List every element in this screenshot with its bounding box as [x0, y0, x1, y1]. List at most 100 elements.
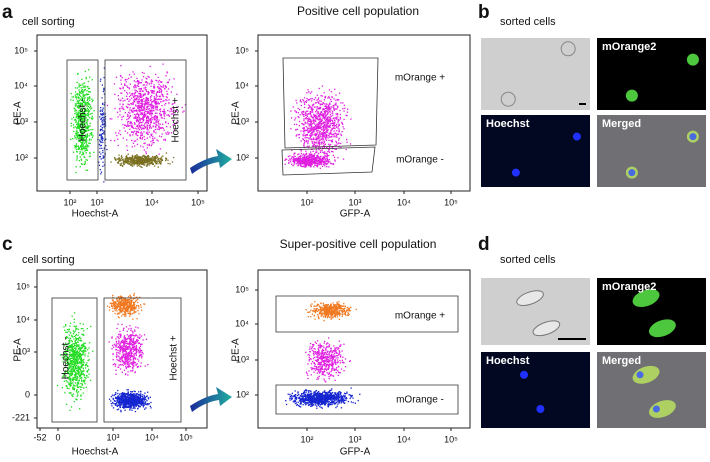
event-dot	[80, 339, 82, 342]
event-dot	[88, 139, 90, 141]
event-dot	[82, 333, 84, 336]
event-dot	[310, 108, 312, 110]
event-dot	[300, 154, 302, 157]
event-dot	[80, 126, 83, 128]
event-dot	[340, 133, 342, 135]
event-dot	[77, 145, 79, 147]
event-dot	[73, 145, 76, 147]
event-dot	[338, 99, 340, 101]
event-dot	[294, 117, 297, 119]
event-dot	[74, 145, 77, 147]
event-dot	[155, 79, 157, 81]
event-dot	[76, 339, 78, 341]
event-dot	[164, 139, 167, 141]
event-dot	[323, 125, 325, 127]
event-dot	[126, 348, 128, 350]
event-dot	[127, 312, 130, 315]
event-dot	[69, 354, 72, 356]
event-dot	[314, 164, 316, 166]
event-dot	[321, 85, 324, 87]
event-dot	[72, 384, 75, 386]
event-dot	[103, 181, 105, 183]
event-dot	[113, 304, 115, 307]
event-dot	[149, 125, 151, 128]
event-dot	[140, 145, 142, 147]
event-dot	[140, 131, 143, 133]
event-dot	[327, 118, 329, 120]
event-dot	[88, 126, 90, 128]
event-dot	[101, 114, 104, 116]
event-dot	[81, 147, 83, 150]
event-dot	[126, 158, 128, 160]
event-dot	[74, 119, 77, 121]
x-tick-label: 10⁴	[397, 197, 411, 207]
event-dot	[324, 165, 326, 167]
event-dot	[79, 99, 81, 102]
event-dot	[137, 335, 139, 337]
event-dot	[129, 360, 131, 362]
event-dot	[152, 158, 155, 160]
event-dot	[129, 99, 131, 101]
event-dot	[147, 122, 149, 124]
event-dot	[72, 348, 74, 351]
event-dot	[298, 153, 300, 155]
event-dot	[324, 153, 326, 155]
event-dot	[139, 345, 142, 348]
event-dot	[119, 163, 121, 165]
event-dot	[81, 104, 84, 107]
event-dot	[310, 138, 313, 141]
event-dot	[145, 110, 147, 112]
event-dot	[134, 99, 136, 101]
event-dot	[123, 343, 125, 345]
event-dot	[64, 349, 66, 351]
event-dot	[87, 102, 89, 104]
event-dot	[325, 139, 328, 141]
event-dot	[129, 301, 131, 303]
event-dot	[101, 84, 103, 86]
event-dot	[69, 351, 71, 353]
event-dot	[310, 154, 312, 156]
event-dot	[140, 96, 142, 98]
event-dot	[132, 126, 134, 129]
event-dot	[320, 122, 323, 125]
event-dot	[314, 141, 316, 144]
event-dot	[140, 100, 142, 102]
event-dot	[317, 156, 319, 158]
event-dot	[99, 139, 101, 141]
event-dot	[319, 167, 321, 169]
event-dot	[77, 115, 80, 117]
event-dot	[318, 141, 320, 143]
event-dot	[70, 370, 72, 372]
event-dot	[118, 309, 120, 311]
event-dot	[304, 155, 306, 158]
event-dot	[73, 325, 75, 327]
event-dot	[117, 304, 119, 307]
event-dot	[89, 106, 92, 108]
event-dot	[132, 348, 134, 350]
event-dot	[91, 136, 94, 139]
event-dot	[129, 107, 131, 109]
event-dot	[121, 159, 123, 161]
event-dot	[318, 152, 320, 155]
event-dot	[305, 160, 307, 162]
event-dot	[79, 368, 81, 371]
event-dot	[119, 100, 121, 102]
event-dot	[88, 116, 91, 119]
event-dot	[116, 306, 119, 309]
event-dot	[112, 300, 114, 302]
event-dot	[125, 158, 127, 161]
event-dot	[81, 109, 83, 111]
event-dot	[135, 110, 137, 112]
event-dot	[293, 153, 295, 155]
event-dot	[83, 374, 85, 376]
event-dot	[115, 132, 117, 134]
event-dot	[305, 141, 307, 143]
event-dot	[310, 166, 312, 168]
event-dot	[68, 383, 70, 386]
event-dot	[86, 110, 89, 112]
event-dot	[319, 139, 321, 142]
event-dot	[80, 395, 82, 397]
event-dot	[319, 151, 322, 154]
event-dot	[65, 358, 67, 360]
event-dot	[87, 114, 89, 116]
